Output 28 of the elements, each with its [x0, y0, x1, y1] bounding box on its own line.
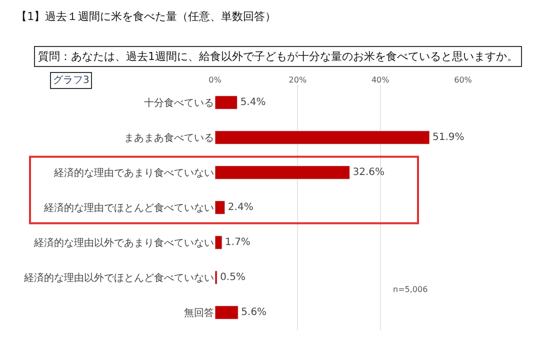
- y-tick-label: まあまあ食べている: [124, 132, 214, 144]
- y-tick-label: 経済的な理由以外であまり食べていない: [33, 237, 214, 249]
- bar: [215, 200, 226, 214]
- data-label: 2.4%: [228, 202, 254, 213]
- bar: [215, 236, 222, 250]
- data-label: 5.4%: [240, 97, 266, 108]
- x-tick-label: 0%: [208, 75, 222, 84]
- bar: [215, 130, 430, 144]
- bar: [215, 306, 238, 320]
- data-label: 32.6%: [352, 167, 385, 178]
- data-label: 0.5%: [220, 272, 246, 283]
- y-tick-label: 経済的な理由であまり食べていない: [53, 167, 214, 179]
- x-tick-label: 20%: [288, 75, 307, 84]
- data-label: 51.9%: [432, 132, 464, 143]
- text: グラフ3: [53, 75, 90, 86]
- y-tick-label: 経済的な理由でほとんど食べていない: [43, 202, 214, 214]
- chart-subtitle: 質問：あなたは、過去1週間に、給食以外で子どもが十分な量のお米を食べていると思いますか。: [38, 50, 518, 63]
- chart-title: 【1】過去１週間に米を食べた量（任意、単数回答）: [16, 10, 276, 23]
- bar: [215, 166, 350, 180]
- bar: [215, 96, 238, 110]
- y-tick-label: 十分食べている: [144, 97, 214, 109]
- x-tick-label: 60%: [454, 75, 472, 84]
- data-label: 1.7%: [225, 237, 250, 248]
- y-tick-label: 無回答: [184, 307, 214, 319]
- data-label: 5.6%: [241, 307, 267, 318]
- y-tick-label: 経済的な理由以外でほとんど食べていない: [23, 272, 214, 284]
- x-tick-label: 40%: [371, 75, 390, 84]
- annotation: n=5,006: [393, 285, 428, 294]
